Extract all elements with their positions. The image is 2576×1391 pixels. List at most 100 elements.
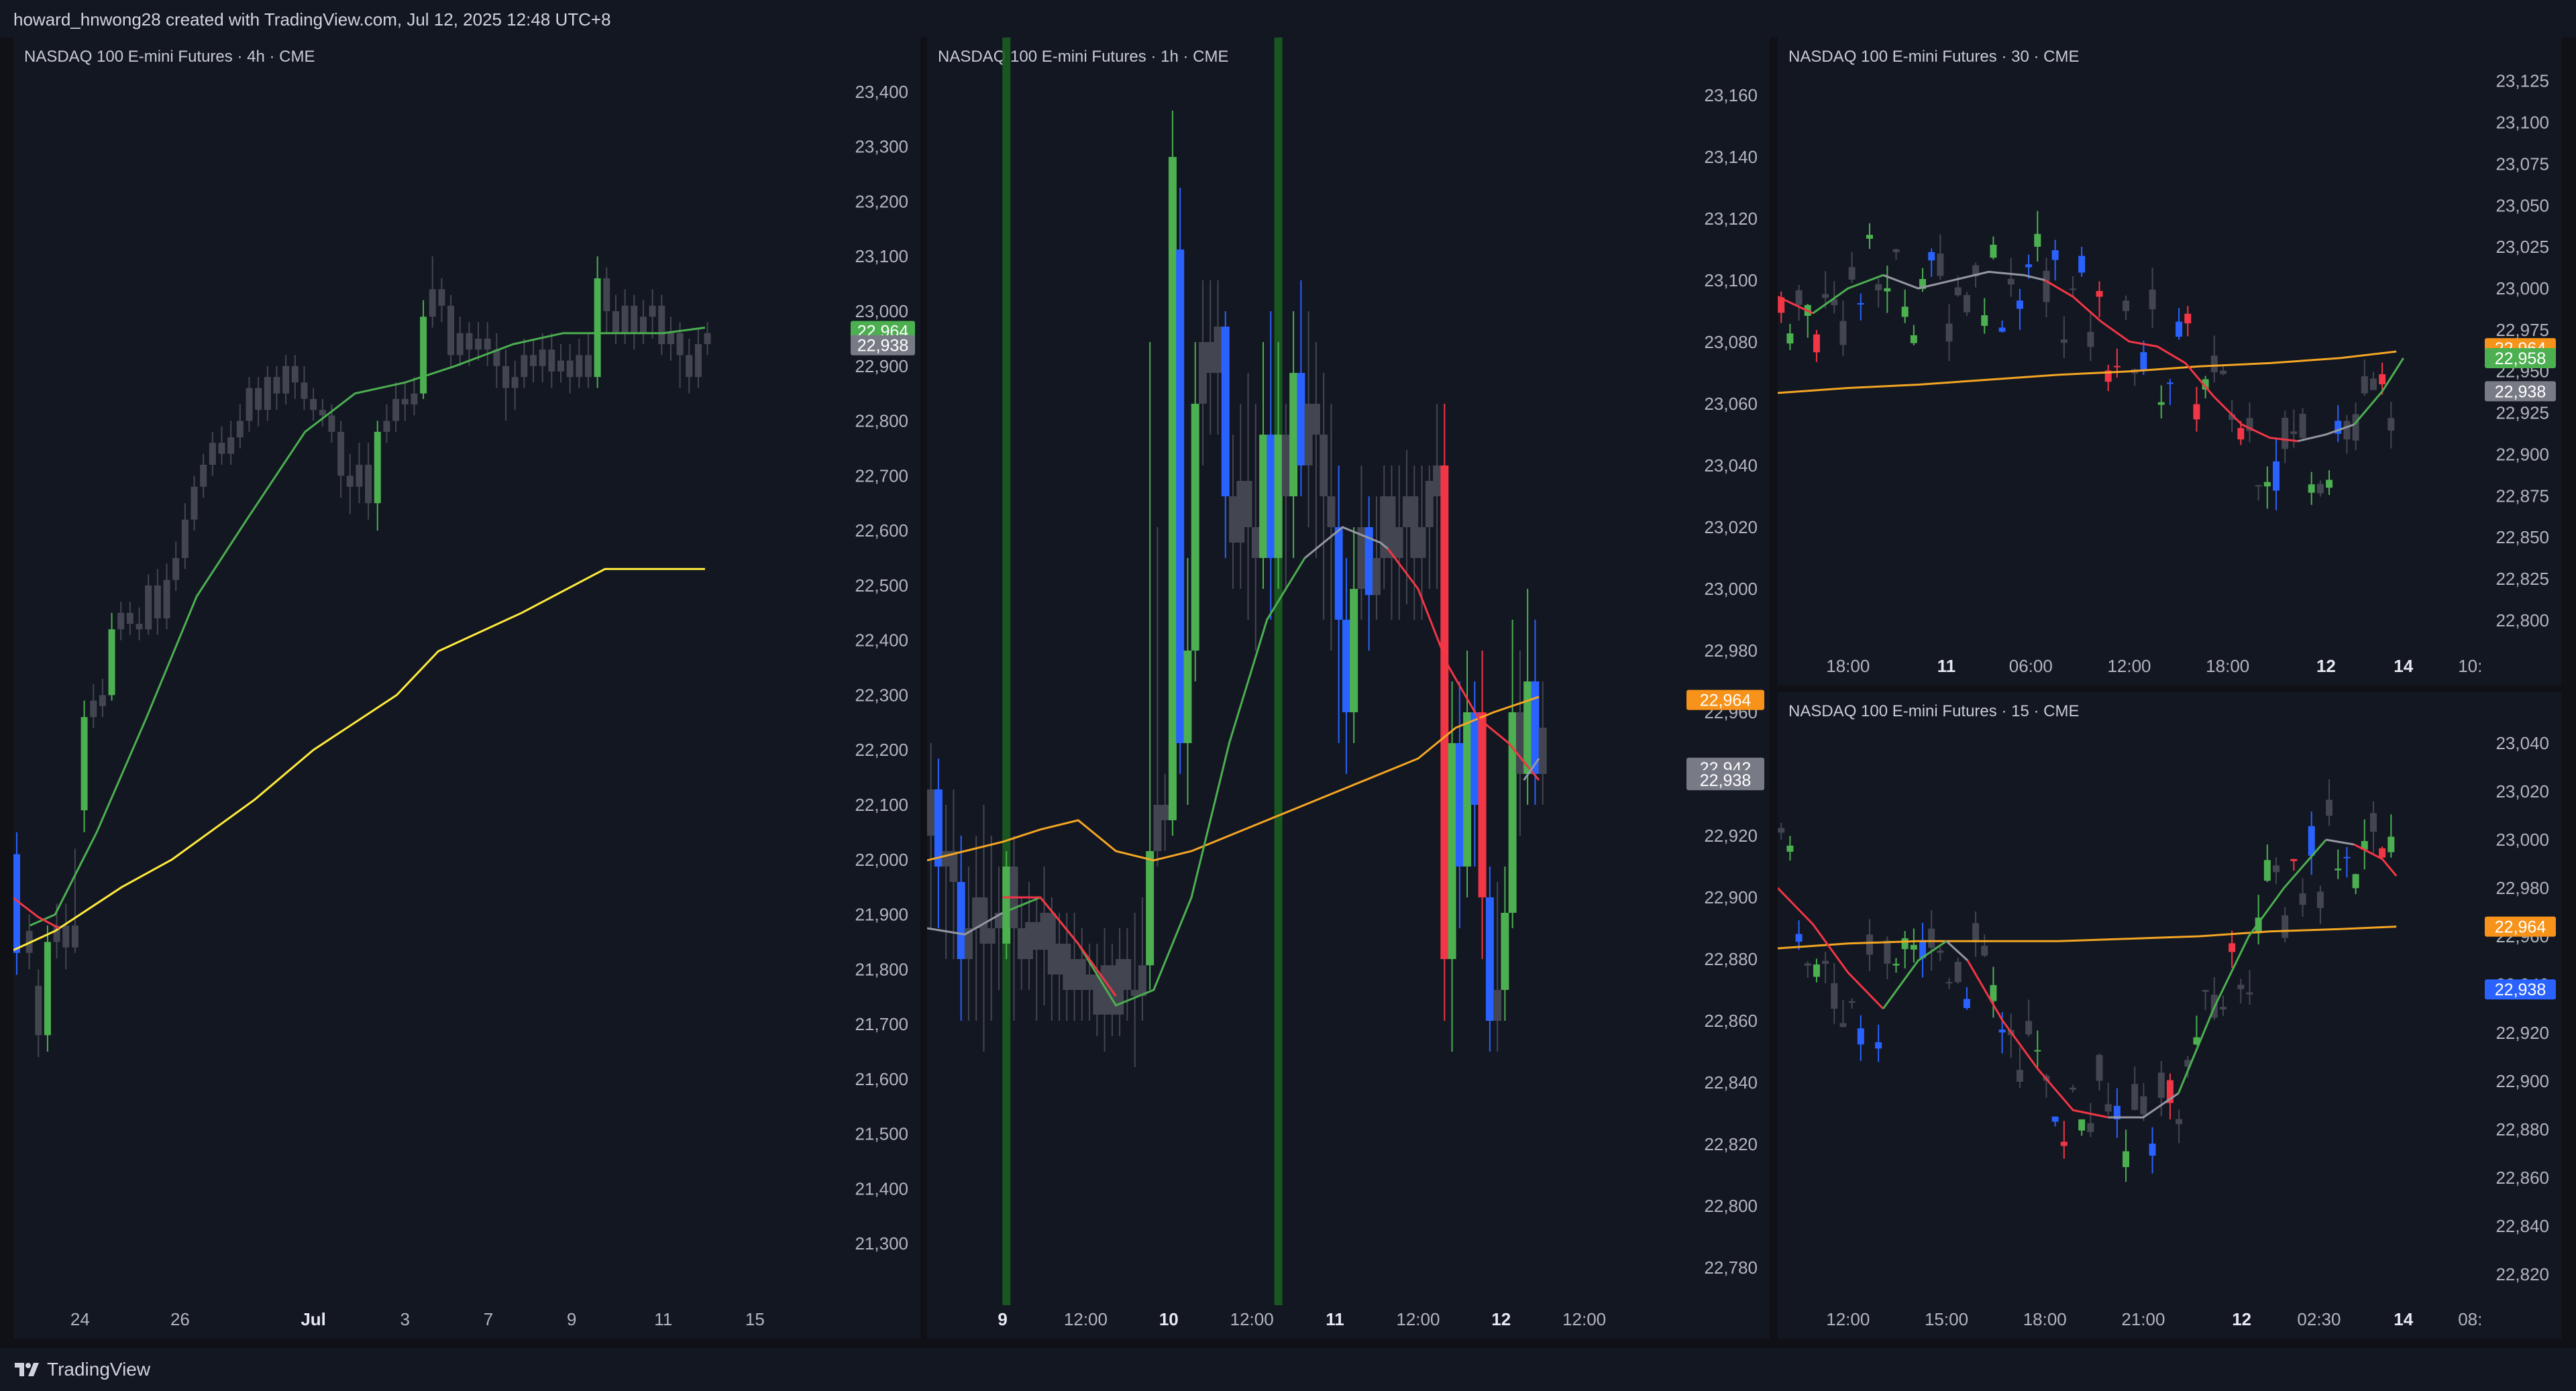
candle-body [1778, 297, 1785, 313]
candle-body [2263, 482, 2271, 487]
candle-body [1070, 959, 1079, 990]
candle-body [612, 311, 619, 333]
candle-body [1963, 999, 1970, 1008]
candle-body [639, 317, 647, 333]
candle-body [530, 355, 537, 366]
candle-body [1251, 527, 1260, 558]
y-tick-label: 22,200 [855, 740, 908, 760]
candle-body [1848, 1001, 1856, 1003]
candle-body [2193, 1037, 2200, 1045]
candle-body [2246, 992, 2253, 995]
price-label-bg [1686, 689, 1764, 710]
candle-body [934, 789, 943, 867]
price-label-text: 22,964 [2495, 918, 2546, 937]
y-tick-label: 23,075 [2496, 154, 2549, 174]
price-label: 22,938 [1686, 770, 1764, 791]
chart-panel-1h[interactable]: NASDAQ 100 E-mini Futures · 1h · CME 22,7… [927, 38, 1770, 1339]
chart-panel-4h[interactable]: NASDAQ 100 E-mini Futures · 4h · CME 21,3… [13, 38, 920, 1339]
y-tick-label: 22,700 [855, 465, 908, 486]
candle-body [1183, 651, 1192, 743]
y-tick-label: 22,800 [2496, 610, 2549, 630]
header-text: howard_hnwong28 created with TradingView… [13, 9, 611, 30]
x-tick-label: 18:00 [1826, 656, 1870, 676]
candle-body [2087, 1123, 2094, 1132]
price-label: 22,938 [2485, 381, 2556, 402]
candle-body [1892, 964, 1900, 966]
candle-body [594, 278, 601, 378]
candle-body [1875, 284, 1882, 290]
candle-body [2034, 1050, 2041, 1052]
x-tick-label: 02:30 [2297, 1309, 2341, 1329]
price-label-bg [2485, 979, 2556, 1000]
candle-body [1357, 527, 1366, 589]
candle-body [2343, 856, 2351, 858]
candle-body [1493, 990, 1502, 1021]
candle-body [2361, 841, 2368, 850]
y-tick-label: 22,800 [1704, 1196, 1758, 1216]
candle-body [1364, 527, 1373, 596]
candle-body [2229, 943, 2236, 952]
candle-body [447, 305, 455, 355]
y-tick-label: 23,400 [855, 82, 908, 102]
y-tick-label: 23,040 [2496, 733, 2549, 753]
candle-body [2273, 461, 2280, 491]
tradingview-logo[interactable]: TradingView [13, 1356, 150, 1383]
candle-body [1123, 959, 1132, 990]
y-tick-label: 23,020 [1704, 517, 1758, 537]
candle-body [1025, 922, 1034, 959]
moving-average-line [2353, 843, 2398, 877]
x-tick-label: 18:00 [2206, 656, 2249, 676]
moving-average-line [2326, 838, 2355, 846]
x-tick-label: 10: [2458, 656, 2482, 676]
candle-body [301, 382, 308, 399]
candle-body [1919, 940, 1927, 958]
candle-body [1146, 851, 1155, 966]
y-tick-label: 22,920 [2496, 1023, 2549, 1043]
y-tick-label: 22,975 [2496, 320, 2549, 340]
candle-body [1440, 465, 1449, 959]
candle-body [291, 366, 299, 383]
price-label: 22,964 [2485, 916, 2556, 937]
candle-body [1032, 922, 1041, 950]
chart-panel-30m[interactable]: NASDAQ 100 E-mini Futures · 30 · CME 22,8… [1778, 38, 2561, 685]
x-tick-label: 12:00 [1396, 1309, 1440, 1329]
moving-average-line [2044, 279, 2298, 443]
candle-body [1063, 944, 1071, 990]
candle-body [227, 437, 235, 454]
candle-body [2104, 1104, 2112, 1112]
candle-body [319, 410, 326, 416]
candle-body [145, 585, 152, 630]
price-label-bg [851, 335, 915, 355]
y-tick-label: 23,000 [855, 301, 908, 321]
candle-body [136, 624, 143, 630]
candle-body [704, 333, 711, 345]
candle-body [2034, 233, 2041, 247]
candle-body [566, 360, 574, 378]
candle-body [2282, 417, 2289, 449]
x-tick-label: 12 [1491, 1309, 1511, 1329]
candle-body [1304, 404, 1313, 465]
candle-body [2096, 290, 2103, 297]
candle-body [1327, 496, 1336, 527]
candle-body [676, 333, 684, 355]
y-tick-label: 22,900 [2496, 444, 2549, 464]
x-tick-label: 11 [1937, 656, 1956, 676]
candle-body [2263, 860, 2271, 881]
candle-body [1403, 496, 1411, 527]
x-tick-label: 15:00 [1925, 1309, 1968, 1329]
candle-body [328, 415, 335, 432]
candle-body [2202, 990, 2209, 992]
candle-body [1206, 342, 1215, 373]
candle-body [1954, 287, 1962, 296]
candle-body [2379, 848, 2386, 858]
candle-body [356, 464, 363, 487]
candle-body [1485, 897, 1494, 1021]
session-marker-line [1002, 38, 1011, 1305]
chart-panel-15m[interactable]: NASDAQ 100 E-mini Futures · 15 · CME 22,8… [1778, 692, 2561, 1339]
moving-average-line [13, 567, 705, 952]
x-tick-label: 21:00 [2121, 1309, 2165, 1329]
moving-average-line [1778, 350, 2397, 394]
candle-body [686, 355, 693, 378]
price-label-text: 22,938 [857, 337, 908, 355]
candle-body [1077, 959, 1086, 990]
